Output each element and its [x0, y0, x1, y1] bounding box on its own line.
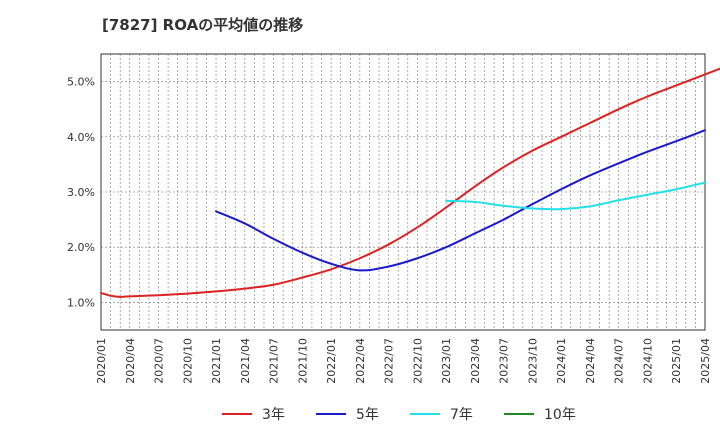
- x-tick-label: 2025/01: [670, 338, 683, 384]
- x-tick-label: 2020/10: [181, 338, 194, 384]
- x-tick-label: 2022/01: [325, 338, 338, 384]
- x-tick-label: 2022/04: [354, 338, 367, 384]
- legend: 3年 5年 7年 10年: [222, 407, 576, 423]
- y-tick-label: 1.0%: [67, 296, 95, 309]
- series-lines: [100, 67, 720, 298]
- series-line-7年: [445, 181, 706, 211]
- legend-item-3年: 3年: [222, 407, 285, 423]
- legend-item-10年: 10年: [504, 407, 576, 423]
- x-tick-label: 2021/04: [239, 338, 252, 384]
- x-tick-label: 2020/01: [95, 338, 108, 384]
- legend-label: 7年: [450, 407, 473, 423]
- y-tick-labels: 1.0% 2.0% 3.0% 4.0% 5.0%: [67, 76, 95, 310]
- x-tick-label: 2022/07: [383, 338, 396, 384]
- x-tick-label: 2021/10: [296, 338, 309, 384]
- x-tick-label: 2023/10: [526, 338, 539, 384]
- x-tick-labels: 2020/01 2020/04 2020/07 2020/10 2021/01 2021/…: [95, 338, 712, 384]
- legend-label: 5年: [356, 407, 379, 423]
- legend-label: 10年: [544, 407, 576, 423]
- x-tick-label: 2024/01: [555, 338, 568, 384]
- legend-label: 3年: [262, 407, 285, 423]
- x-tick-label: 2024/04: [584, 338, 597, 384]
- x-tick-label: 2023/07: [498, 338, 511, 384]
- chart-title: [7827] ROAの平均値の推移: [102, 16, 303, 34]
- x-tick-label: 2025/04: [699, 338, 712, 384]
- x-tick-label: 2021/01: [210, 338, 223, 384]
- legend-item-7年: 7年: [410, 407, 473, 423]
- y-tick-label: 2.0%: [67, 241, 95, 254]
- x-tick-label: 2023/01: [440, 338, 453, 384]
- y-tick-label: 4.0%: [67, 131, 95, 144]
- y-gridlines: [101, 81, 705, 303]
- series-line-5年: [215, 129, 706, 272]
- x-tick-label: 2024/10: [641, 338, 654, 384]
- series-line-3年: [100, 67, 720, 298]
- x-tick-label: 2021/07: [268, 338, 281, 384]
- x-tick-label: 2024/07: [613, 338, 626, 384]
- legend-item-5年: 5年: [316, 407, 379, 423]
- x-tick-label: 2023/04: [469, 338, 482, 384]
- x-tick-label: 2020/07: [153, 338, 166, 384]
- y-tick-label: 5.0%: [67, 76, 95, 89]
- y-tick-label: 3.0%: [67, 186, 95, 199]
- x-tick-label: 2022/10: [411, 338, 424, 384]
- x-tick-label: 2020/04: [124, 338, 137, 384]
